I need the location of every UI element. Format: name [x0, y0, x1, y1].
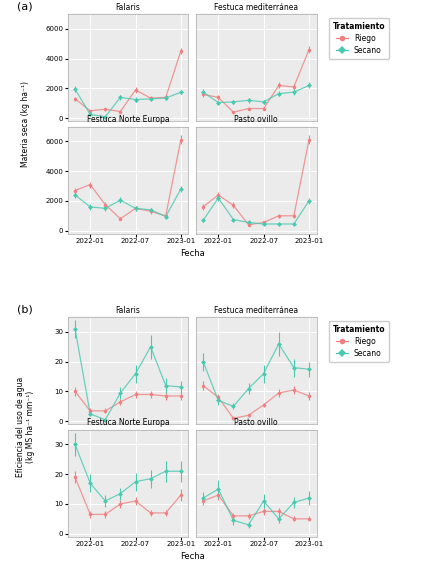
Text: Materia seca (kg ha⁻¹): Materia seca (kg ha⁻¹) [21, 81, 30, 167]
Text: Eficiencia del uso de agua
(kg MS ha⁻¹ mm⁻¹): Eficiencia del uso de agua (kg MS ha⁻¹ m… [16, 377, 35, 477]
Text: Fecha: Fecha [180, 250, 204, 259]
Legend: Riego, Secano: Riego, Secano [329, 321, 389, 362]
Legend: Riego, Secano: Riego, Secano [329, 18, 389, 58]
Text: Fecha: Fecha [180, 552, 204, 561]
Text: (a): (a) [17, 1, 32, 11]
Text: (b): (b) [17, 304, 32, 314]
